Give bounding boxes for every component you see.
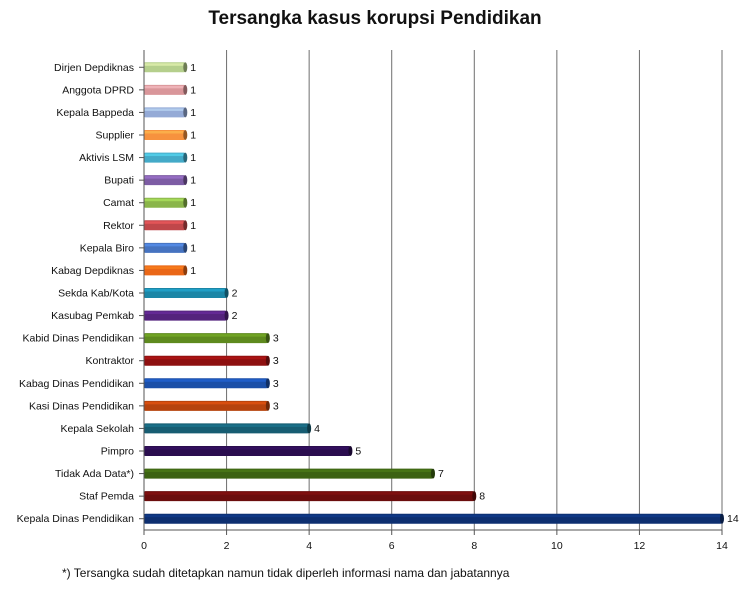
x-tick-label: 0 — [141, 540, 147, 552]
category-label: Dirjen Depdiknas — [54, 62, 134, 74]
category-label: Kabag Depdiknas — [51, 265, 134, 277]
x-tick-label: 8 — [471, 540, 477, 552]
category-label: Aktivis LSM — [79, 152, 134, 164]
bar-highlight — [144, 108, 184, 111]
data-label: 4 — [314, 423, 320, 435]
data-label: 1 — [190, 107, 196, 119]
gridlines — [226, 50, 723, 530]
bar-cap — [183, 107, 188, 118]
data-label: 1 — [190, 84, 196, 96]
category-label: Kepala Biro — [80, 242, 134, 254]
data-label: 1 — [190, 242, 196, 254]
bar-cap — [472, 491, 477, 502]
data-label: 1 — [190, 265, 196, 277]
category-label: Anggota DPRD — [62, 84, 134, 96]
bar-cap — [720, 513, 724, 524]
data-label: 1 — [190, 62, 196, 74]
bar-highlight — [144, 266, 184, 269]
x-tick-label: 2 — [224, 540, 230, 552]
data-label: 2 — [232, 288, 238, 300]
category-label: Kepala Bappeda — [56, 107, 134, 119]
data-label: 1 — [190, 197, 196, 209]
bar-cap — [348, 446, 353, 456]
bar-cap — [224, 288, 229, 298]
category-label: Supplier — [95, 130, 134, 142]
bar-highlight — [144, 514, 720, 518]
bar-highlight — [144, 447, 349, 450]
bar-cap — [183, 265, 188, 276]
category-label: Kepala Dinas Pendidikan — [17, 513, 134, 525]
bar-highlight — [144, 356, 266, 360]
x-tick-label: 6 — [389, 540, 395, 552]
category-label: Kontraktor — [86, 355, 135, 367]
data-label: 3 — [273, 378, 279, 390]
data-label: 1 — [190, 175, 196, 187]
bar-cap — [265, 378, 270, 389]
bar-cap — [183, 130, 188, 140]
bar-cap — [265, 333, 270, 344]
category-label: Tidak Ada Data*) — [55, 468, 134, 480]
data-label: 3 — [273, 355, 279, 367]
x-tick-label: 12 — [634, 540, 646, 552]
category-label: Camat — [103, 197, 134, 209]
data-label: 1 — [190, 220, 196, 232]
data-label: 2 — [232, 310, 238, 322]
category-label: Kabag Dinas Pendidikan — [19, 378, 134, 390]
category-label: Staf Pemda — [79, 491, 134, 503]
data-label: 7 — [438, 468, 444, 480]
bar-cap — [183, 242, 188, 253]
bar-highlight — [144, 85, 184, 89]
data-label: 5 — [355, 446, 361, 458]
bar-cap — [431, 468, 435, 479]
bar-cap — [183, 175, 188, 186]
bar-cap — [183, 220, 188, 231]
category-label: Kepala Sekolah — [60, 423, 134, 435]
bar-highlight — [144, 221, 184, 224]
bar-cap — [307, 423, 312, 434]
bar-highlight — [144, 424, 308, 427]
bar-cap — [183, 152, 188, 163]
bar-cap — [224, 310, 229, 321]
bar-highlight — [144, 243, 184, 247]
footnote: *) Tersangka sudah ditetapkan namun tida… — [62, 566, 510, 580]
category-label: Kasi Dinas Pendidikan — [29, 400, 134, 412]
bar-highlight — [144, 176, 184, 179]
category-label: Kasubag Pemkab — [51, 310, 134, 322]
category-label: Pimpro — [101, 446, 134, 458]
data-label: 1 — [190, 130, 196, 142]
data-label: 8 — [479, 491, 485, 503]
x-tick-label: 4 — [306, 540, 312, 552]
bar-cap — [183, 197, 188, 208]
bar-highlight — [144, 153, 184, 157]
bar-highlight — [144, 469, 431, 473]
bar-highlight — [144, 334, 266, 337]
bar-highlight — [144, 379, 266, 382]
bar-cap — [265, 400, 270, 411]
data-label: 3 — [273, 400, 279, 412]
bar-highlight — [144, 198, 184, 202]
x-tick-label: 10 — [551, 540, 563, 552]
data-label: 14 — [727, 513, 739, 525]
category-label: Kabid Dinas Pendidikan — [23, 333, 135, 345]
bar-highlight — [144, 289, 225, 292]
chart-title: Tersangka kasus korupsi Pendidikan — [208, 8, 542, 29]
bar-highlight — [144, 492, 473, 495]
bar-cap — [183, 62, 188, 73]
bar-highlight — [144, 131, 184, 134]
bar-cap — [265, 355, 270, 366]
axes — [139, 50, 723, 535]
data-label: 3 — [273, 333, 279, 345]
bars — [144, 62, 724, 524]
category-label: Bupati — [104, 175, 134, 187]
bar-highlight — [144, 311, 225, 315]
category-label: Sekda Kab/Kota — [58, 288, 134, 300]
data-label: 1 — [190, 152, 196, 164]
bar-cap — [183, 84, 188, 95]
category-label: Rektor — [103, 220, 134, 232]
x-tick-label: 14 — [716, 540, 728, 552]
bar-highlight — [144, 401, 266, 405]
bar-highlight — [144, 63, 184, 66]
